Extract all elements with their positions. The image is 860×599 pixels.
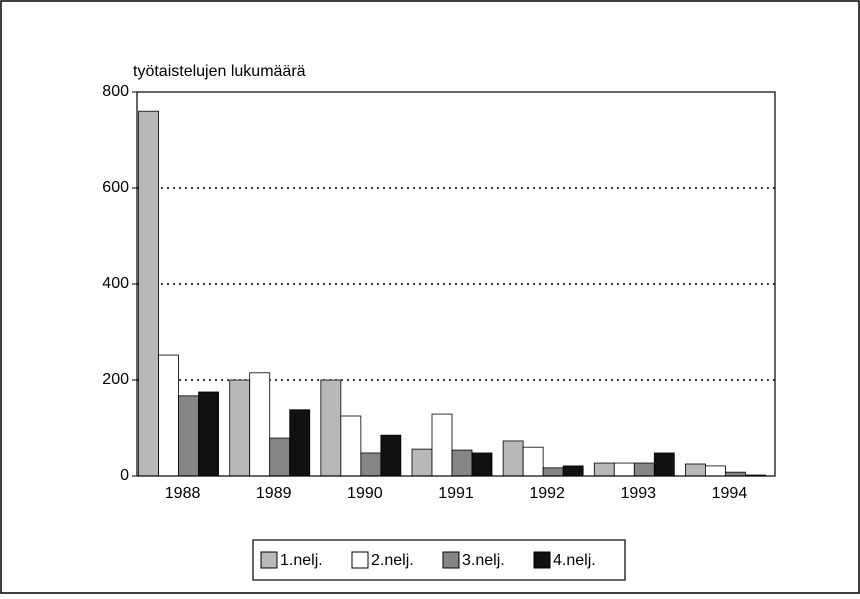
y-axis-label: työtaistelujen lukumäärä bbox=[133, 63, 306, 80]
legend-label: 2.nelj. bbox=[371, 552, 414, 569]
legend-label: 3.nelj. bbox=[462, 552, 505, 569]
bar bbox=[613, 462, 635, 477]
bar bbox=[269, 437, 291, 477]
legend-swatch bbox=[260, 551, 278, 569]
x-tick-label: 1993 bbox=[620, 485, 656, 502]
legend-label: 4.nelj. bbox=[553, 552, 596, 569]
x-tick-label: 1988 bbox=[165, 485, 201, 502]
plot-frame bbox=[136, 91, 776, 477]
bar bbox=[249, 372, 271, 477]
legend-label: 1.nelj. bbox=[280, 552, 323, 569]
bar bbox=[522, 446, 544, 477]
bar bbox=[685, 463, 706, 477]
legend-swatch bbox=[533, 551, 551, 569]
bar bbox=[705, 465, 726, 477]
bar bbox=[451, 449, 473, 477]
legend-swatch bbox=[442, 551, 460, 569]
y-tick-label: 600 bbox=[102, 179, 129, 196]
bar bbox=[380, 434, 402, 477]
bar bbox=[198, 391, 219, 477]
bar bbox=[289, 409, 311, 477]
bar bbox=[138, 110, 159, 477]
bar bbox=[178, 395, 199, 477]
bar bbox=[633, 462, 655, 477]
y-tick-label: 400 bbox=[102, 275, 129, 292]
bar bbox=[562, 465, 584, 477]
x-tick-label: 1990 bbox=[347, 485, 383, 502]
bar bbox=[158, 354, 179, 477]
y-tick-label: 200 bbox=[102, 371, 129, 388]
y-tick-label: 0 bbox=[120, 467, 129, 484]
bar bbox=[593, 462, 615, 477]
legend-box bbox=[252, 539, 626, 581]
x-tick-label: 1991 bbox=[438, 485, 474, 502]
bar bbox=[320, 379, 342, 477]
bar bbox=[360, 452, 382, 477]
bar bbox=[502, 440, 524, 477]
bar bbox=[411, 448, 433, 477]
x-tick-label: 1994 bbox=[712, 485, 748, 502]
bar bbox=[471, 452, 493, 477]
y-tick-label: 800 bbox=[102, 83, 129, 100]
bar bbox=[340, 415, 362, 477]
bar bbox=[431, 413, 453, 477]
x-tick-label: 1992 bbox=[529, 485, 565, 502]
bar bbox=[542, 467, 564, 477]
x-tick-label: 1989 bbox=[256, 485, 292, 502]
bar bbox=[653, 452, 675, 477]
bar bbox=[229, 379, 251, 477]
legend-swatch bbox=[351, 551, 369, 569]
